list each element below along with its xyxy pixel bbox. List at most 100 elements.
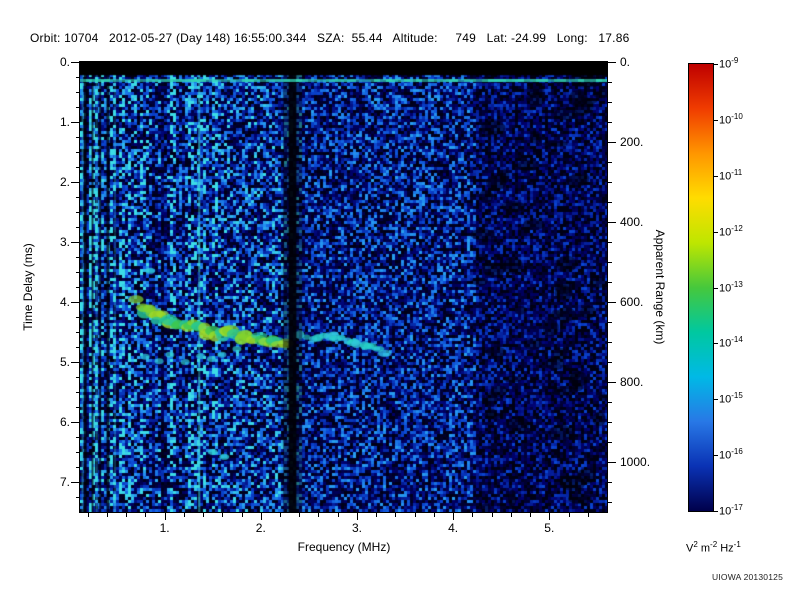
bottom-tick-label: 3. xyxy=(351,521,362,535)
colorbar-tick-label: 10-11 xyxy=(719,167,743,183)
right-minor-tick xyxy=(608,82,612,83)
left-minor-tick xyxy=(76,92,80,93)
bottom-minor-tick xyxy=(299,513,301,517)
left-minor-tick xyxy=(76,272,80,273)
left-minor-tick xyxy=(76,167,80,168)
right-minor-tick xyxy=(608,402,612,403)
left-tick-label: 5. xyxy=(59,355,70,369)
colorbar-tick-label: 10-10 xyxy=(719,111,743,127)
bottom-minor-tick xyxy=(222,513,224,517)
right-tick xyxy=(608,142,616,143)
colorbar xyxy=(688,63,714,512)
left-minor-tick xyxy=(76,377,80,378)
colorbar-tick-label: 10-14 xyxy=(719,335,743,351)
bottom-tick xyxy=(549,513,551,520)
bottom-minor-tick xyxy=(318,513,320,517)
colorbar-tick-label: 10-12 xyxy=(719,223,743,239)
bottom-tick-label: 5. xyxy=(544,521,555,535)
colorbar-tick xyxy=(714,175,718,177)
right-minor-tick xyxy=(608,442,612,443)
left-minor-tick xyxy=(76,332,80,333)
left-tick xyxy=(71,482,80,483)
right-tick-label: 400. xyxy=(620,215,644,229)
colorbar-tick xyxy=(714,343,718,345)
left-tick xyxy=(71,242,80,243)
right-minor-tick xyxy=(608,262,612,263)
left-minor-tick xyxy=(76,452,80,453)
left-tick-label: 1. xyxy=(59,115,70,129)
bottom-tick xyxy=(453,513,455,520)
right-tick-label: 800. xyxy=(620,375,644,389)
left-tick-label: 2. xyxy=(59,175,70,189)
x-axis-label: Frequency (MHz) xyxy=(297,540,391,554)
right-tick-label: 0. xyxy=(620,55,631,69)
left-minor-tick xyxy=(76,107,80,108)
right-tick-label: 600. xyxy=(620,295,644,309)
right-minor-tick xyxy=(608,342,612,343)
right-minor-tick xyxy=(608,482,612,483)
bottom-minor-tick xyxy=(106,513,108,517)
right-minor-tick xyxy=(608,362,612,363)
bottom-minor-tick xyxy=(510,513,512,517)
bottom-minor-tick xyxy=(433,513,435,517)
bottom-minor-tick xyxy=(87,513,89,517)
left-minor-tick xyxy=(76,497,80,498)
bottom-minor-tick xyxy=(414,513,416,517)
right-minor-tick xyxy=(608,242,612,243)
right-minor-tick xyxy=(608,162,612,163)
bottom-tick xyxy=(356,513,358,520)
left-minor-tick xyxy=(76,257,80,258)
bottom-minor-tick xyxy=(395,513,397,517)
left-minor-tick xyxy=(76,392,80,393)
left-minor-tick xyxy=(76,347,80,348)
left-tick-label: 6. xyxy=(59,415,70,429)
colorbar-tick-label: 10-9 xyxy=(719,56,739,71)
colorbar-tick xyxy=(714,511,718,512)
colorbar-tick xyxy=(714,399,718,401)
left-minor-tick xyxy=(76,437,80,438)
right-minor-tick xyxy=(608,322,612,323)
left-minor-tick xyxy=(76,77,80,78)
left-minor-tick xyxy=(76,407,80,408)
right-tick xyxy=(608,462,616,463)
left-minor-tick xyxy=(76,137,80,138)
bottom-minor-tick xyxy=(472,513,474,517)
left-tick xyxy=(71,422,80,423)
bottom-tick-label: 2. xyxy=(255,521,266,535)
left-minor-tick xyxy=(76,287,80,288)
right-minor-tick xyxy=(608,422,612,423)
bottom-minor-tick xyxy=(337,513,339,517)
left-tick-label: 0. xyxy=(59,55,70,69)
left-minor-tick xyxy=(76,152,80,153)
right-tick-label: 200. xyxy=(620,135,644,149)
left-tick-label: 7. xyxy=(59,475,70,489)
bottom-minor-tick xyxy=(376,513,378,517)
y-axis-label-right: Apparent Range (km) xyxy=(653,229,667,345)
colorbar-unit-label: V2 m-2 Hz-1 xyxy=(686,540,741,555)
colorbar-tick-label: 10-15 xyxy=(719,391,743,406)
plot-area xyxy=(79,61,608,513)
bottom-minor-tick xyxy=(145,513,147,517)
spectrogram-canvas xyxy=(80,62,607,512)
left-minor-tick xyxy=(76,227,80,228)
bottom-minor-tick xyxy=(587,513,589,517)
right-minor-tick xyxy=(608,182,612,183)
bottom-minor-tick xyxy=(203,513,205,517)
colorbar-tick xyxy=(714,231,718,233)
right-tick xyxy=(608,62,616,63)
colorbar-tick xyxy=(714,455,718,457)
left-tick xyxy=(71,62,80,63)
left-minor-tick xyxy=(76,467,80,468)
header-info: Orbit: 10704 2012-05-27 (Day 148) 16:55:… xyxy=(30,31,630,45)
right-tick xyxy=(608,222,616,223)
bottom-tick-label: 1. xyxy=(159,521,170,535)
right-minor-tick xyxy=(608,202,612,203)
bottom-minor-tick xyxy=(241,513,243,517)
colorbar-tick-label: 10-17 xyxy=(719,503,743,518)
left-tick-label: 4. xyxy=(59,295,70,309)
left-tick xyxy=(71,302,80,303)
left-tick-label: 3. xyxy=(59,235,70,249)
colorbar-tick-label: 10-16 xyxy=(719,447,743,462)
right-minor-tick xyxy=(608,122,612,123)
